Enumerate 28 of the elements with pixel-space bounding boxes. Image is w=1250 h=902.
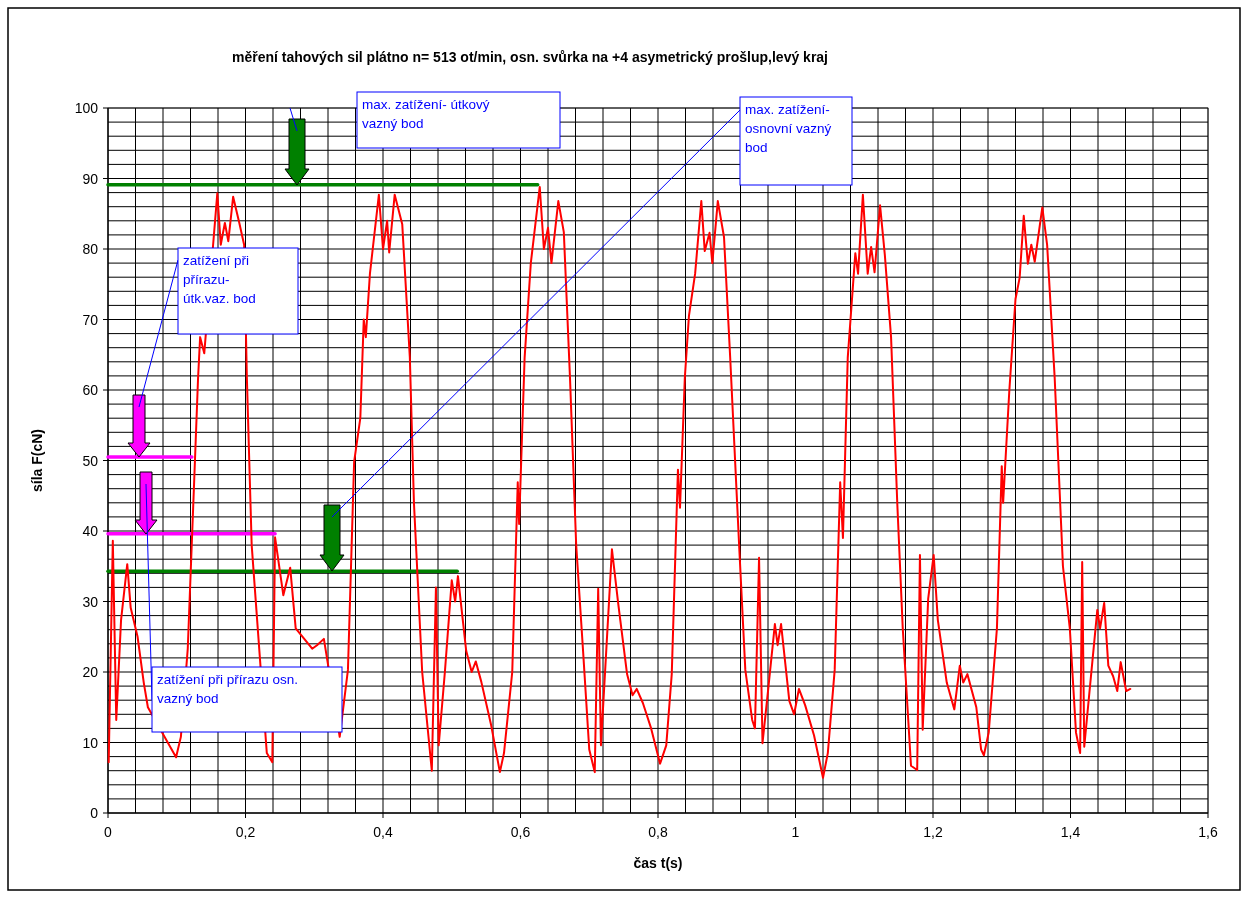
- y-tick-label: 40: [82, 523, 99, 539]
- chart-title: měření tahových sil plátno n= 513 ot/min, osn. svůrka na +4 asymetrický prošlup,levý kraj: [231, 49, 829, 65]
- x-axis-title: čas t(s): [633, 855, 683, 871]
- x-tick-label: 1,4: [1060, 824, 1081, 840]
- x-tick-label: 0,2: [235, 824, 256, 840]
- y-tick-label: 50: [82, 452, 99, 469]
- annotation: zatížení při přírazu- útk.vaz. bod: [183, 253, 256, 306]
- annotation: max. zatížení- osnovní vazný bod: [745, 102, 832, 155]
- y-tick-label: 70: [82, 311, 99, 328]
- x-tick-label: 0,4: [373, 824, 393, 840]
- x-tick-label: 0,8: [648, 824, 668, 840]
- y-tick-label: 0: [90, 805, 99, 821]
- x-tick-label: 0,6: [510, 824, 531, 840]
- line-series: [107, 185, 1132, 779]
- annotation: zatížení při přírazu osn. vazný bod: [157, 672, 299, 706]
- y-tick-label: 20: [82, 664, 99, 680]
- y-tick-label: 30: [82, 593, 99, 610]
- x-tick-label: 1,6: [1198, 824, 1218, 840]
- x-tick-label: 1: [791, 824, 800, 840]
- y-tick-label: 80: [82, 241, 99, 257]
- y-tick-label: 60: [82, 382, 99, 398]
- x-tick-label: 1,2: [923, 824, 943, 840]
- x-tick-label: 0: [104, 824, 113, 840]
- annotation: max. zatížení- útkový vazný bod: [362, 97, 490, 131]
- y-axis-title: síla F(cN): [29, 428, 45, 493]
- y-tick-label: 10: [82, 734, 99, 751]
- y-tick-label: 100: [74, 100, 99, 116]
- y-tick-label: 90: [82, 170, 99, 187]
